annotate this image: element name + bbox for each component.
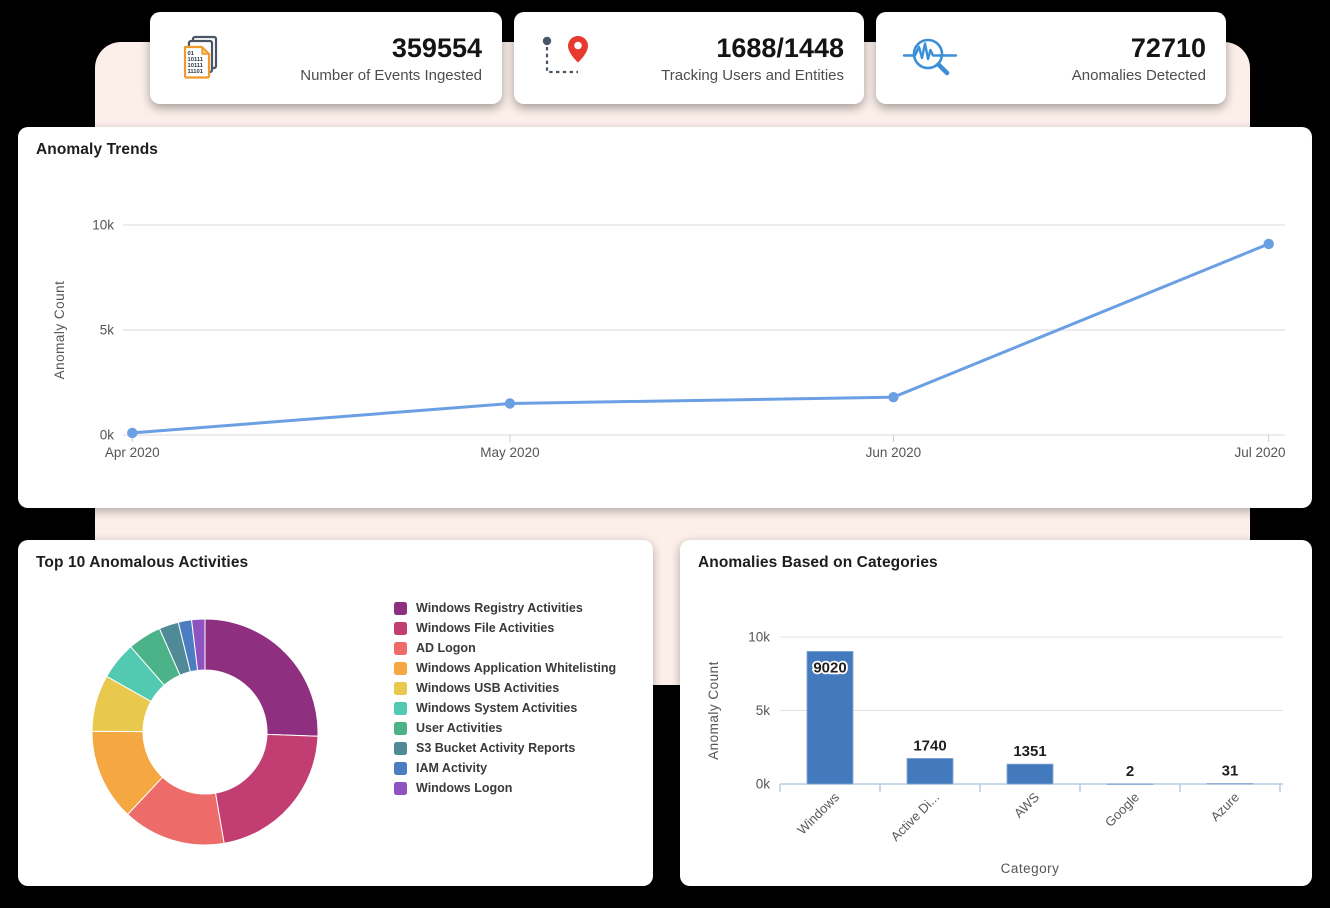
legend-swatch [394,721,407,735]
bar-active-di[interactable] [906,757,954,785]
stat-label: Anomalies Detected [1071,66,1206,84]
legend-swatch [394,781,407,795]
legend-item-windows-registry-activities[interactable]: Windows Registry Activities [394,598,616,618]
legend-item-windows-usb-activities[interactable]: Windows USB Activities [394,678,616,698]
trend-point-may-2020[interactable] [504,398,516,409]
bar-google[interactable] [1106,783,1154,785]
trend-point-apr-2020[interactable] [127,427,138,439]
svg-text:10111: 10111 [188,63,204,69]
trend-line[interactable] [130,242,1271,435]
legend-label: Windows File Activities [416,621,555,635]
anomaly-search-icon [902,35,960,81]
legend-label: IAM Activity [416,761,488,775]
bar-azure[interactable] [1206,783,1254,785]
chart-text: 5k [756,703,771,718]
bar-value-aws: 1351 [1013,743,1046,760]
bar-windows[interactable] [806,651,854,785]
donut-segment-windows-file-activities[interactable] [214,733,319,844]
stat-value: 359554 [391,33,482,64]
chart-text: 10k [92,218,114,233]
legend-item-windows-logon[interactable]: Windows Logon [394,778,616,798]
stat-label: Tracking Users and Entities [661,66,844,84]
anomaly-trends-panel: Anomaly Trends 0k 5k 10k Apr 2020 May 2020 Ju… [18,127,1312,508]
stat-card-anomalies-detected[interactable]: 72710 Anomalies Detected [876,12,1226,104]
legend-label: Windows Registry Activities [416,601,583,615]
chart-text: 10k [748,630,770,645]
panel-title: Anomaly Trends [36,141,158,158]
bar-category-aws: AWS [1011,789,1042,820]
chart-text: 0k [100,428,115,443]
trend-point-jul-2020[interactable] [1263,238,1274,250]
legend-item-user-activities[interactable]: User Activities [394,718,616,738]
bar-category-google: Google [1102,790,1142,830]
legend-label: Windows System Activities [416,701,578,715]
categories-bar-chart[interactable]: 0k 5k 10k 9020 Windows 1740 Active Di... 1351 AW… [680,540,1312,886]
bar-value-active-di: 1740 [913,737,946,754]
donut-segment-windows-registry-activities[interactable] [204,618,319,737]
legend-label: Windows Logon [416,781,513,795]
legend-swatch [394,741,407,755]
svg-text:01: 01 [188,51,195,57]
legend-swatch [394,641,407,655]
legend-swatch [394,601,407,615]
legend-label: AD Logon [416,641,476,655]
chart-text: 0k [756,777,771,792]
bar-value-azure: 31 [1222,763,1239,780]
top-activities-panel: Top 10 Anomalous Activities Windows Regi… [18,540,653,886]
svg-text:11101: 11101 [188,69,204,75]
legend-swatch [394,681,407,695]
stat-label: Number of Events Ingested [300,66,482,84]
legend-item-s3-bucket-activity-reports[interactable]: S3 Bucket Activity Reports [394,738,616,758]
top-activities-donut-chart[interactable] [18,540,653,886]
stat-card-events-ingested[interactable]: 01 10111 10111 11101 359554 Number of Ev… [150,12,502,104]
bar-category-active-di: Active Di... [888,790,943,845]
chart-text: 5k [100,323,115,338]
anomaly-trends-chart[interactable]: 0k 5k 10k Apr 2020 May 2020 Jun 2020 Jul 2020 A… [18,127,1312,508]
legend-swatch [394,761,407,775]
chart-text: Jul 2020 [1234,445,1285,460]
stat-card-tracking-users[interactable]: 1688/1448 Tracking Users and Entities [514,12,864,104]
legend-item-windows-system-activities[interactable]: Windows System Activities [394,698,616,718]
legend-swatch [394,661,407,675]
legend-item-ad-logon[interactable]: AD Logon [394,638,616,658]
bar-value-google: 2 [1126,763,1134,780]
legend-swatch [394,621,407,635]
binary-documents-icon: 01 10111 10111 11101 [176,34,228,82]
trend-point-jun-2020[interactable] [888,392,899,403]
svg-text:10111: 10111 [188,57,204,63]
legend-item-iam-activity[interactable]: IAM Activity [394,758,616,778]
chart-text: Anomaly Count [52,281,67,380]
bar-category-windows: Windows [794,789,842,837]
stat-value: 1688/1448 [716,33,844,64]
legend-label: User Activities [416,721,503,735]
categories-panel: Anomalies Based on Categories 0k 5k 10k 902… [680,540,1312,886]
chart-text: Jun 2020 [866,445,922,460]
stat-value: 72710 [1130,33,1206,64]
donut-legend: Windows Registry Activities Windows File … [394,598,616,798]
panel-title: Anomalies Based on Categories [698,554,938,571]
legend-label: Windows USB Activities [416,681,560,695]
donut-segment-windows-logon[interactable] [190,618,206,671]
chart-text: Anomaly Count [706,661,721,760]
chart-text: May 2020 [480,445,539,460]
chart-text: Apr 2020 [105,445,160,460]
legend-item-windows-application-whitelisting[interactable]: Windows Application Whitelisting [394,658,616,678]
route-pin-icon [540,34,596,82]
panel-title: Top 10 Anomalous Activities [36,554,249,571]
chart-text: Category [1001,861,1060,876]
legend-label: S3 Bucket Activity Reports [416,741,576,755]
legend-label: Windows Application Whitelisting [416,661,617,675]
bar-aws[interactable] [1006,763,1054,785]
bar-category-azure: Azure [1207,790,1242,825]
legend-swatch [394,701,407,715]
legend-item-windows-file-activities[interactable]: Windows File Activities [394,618,616,638]
bar-value-windows: 9020 [813,659,846,676]
